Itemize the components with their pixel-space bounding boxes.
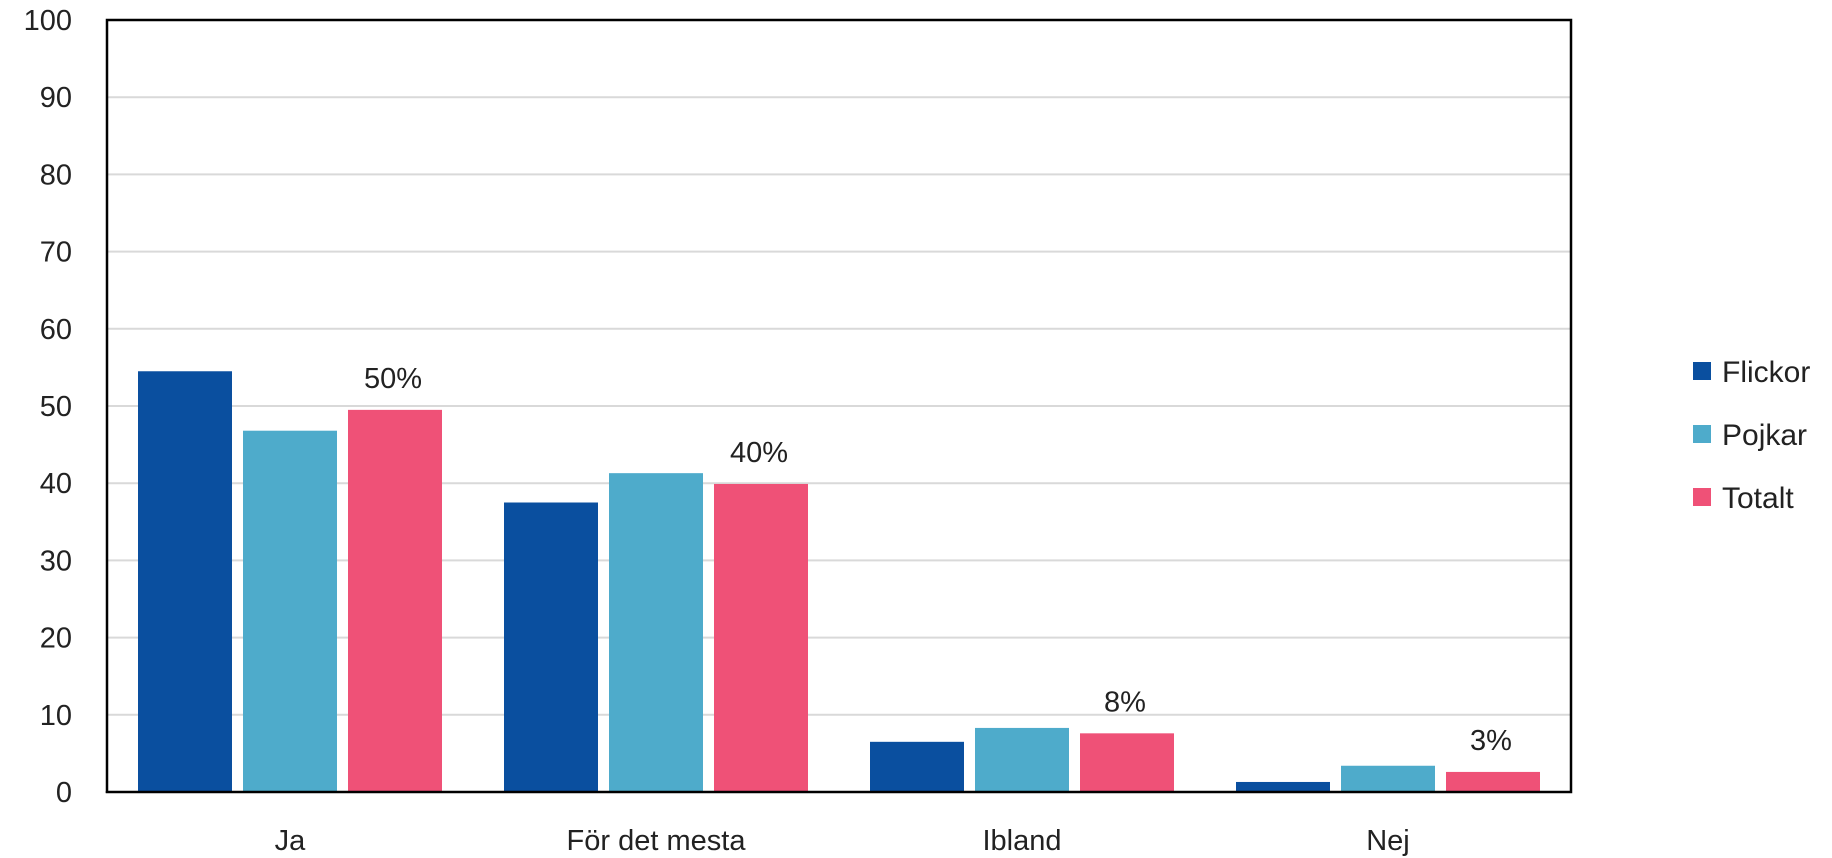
bars <box>138 371 1540 792</box>
x-tick-label: Nej <box>1366 825 1410 857</box>
data-label: 8% <box>1104 686 1146 718</box>
bar-totalt-2 <box>1080 733 1174 792</box>
y-tick-label: 40 <box>40 468 72 500</box>
legend-swatch-totalt <box>1693 488 1711 506</box>
y-tick-label: 70 <box>40 237 72 269</box>
y-tick-label: 30 <box>40 545 72 577</box>
legend-label-pojkar: Pojkar <box>1722 419 1807 452</box>
bar-flickor-2 <box>870 741 964 792</box>
data-label: 40% <box>730 437 788 469</box>
x-tick-label: Ibland <box>982 825 1061 857</box>
plot-frame <box>105 18 1573 794</box>
bar-pojkar-0 <box>243 430 337 792</box>
data-label: 50% <box>364 363 422 395</box>
bar-totalt-3 <box>1446 771 1540 792</box>
y-tick-label: 100 <box>24 5 72 37</box>
y-tick-label: 0 <box>56 777 72 809</box>
y-tick-label: 80 <box>40 159 72 191</box>
data-label: 3% <box>1470 725 1512 757</box>
y-tick-label: 10 <box>40 700 72 732</box>
data-labels: 50% 40% 8% 3% <box>364 363 1512 757</box>
bar-flickor-0 <box>138 371 232 792</box>
x-axis: Ja För det mesta Ibland Nej <box>275 825 1410 857</box>
bar-pojkar-3 <box>1341 765 1435 792</box>
x-tick-label: Ja <box>275 825 307 857</box>
legend-swatch-pojkar <box>1693 425 1711 443</box>
bar-flickor-3 <box>1236 781 1330 792</box>
y-axis: 0 10 20 30 40 50 60 70 80 90 100 <box>24 5 72 809</box>
y-tick-label: 60 <box>40 314 72 346</box>
legend-label-totalt: Totalt <box>1722 482 1794 515</box>
bar-pojkar-2 <box>975 727 1069 792</box>
bar-totalt-0 <box>348 409 442 792</box>
y-tick-label: 20 <box>40 623 72 655</box>
bar-flickor-1 <box>504 502 598 792</box>
bar-totalt-1 <box>714 483 808 792</box>
legend-swatch-flickor <box>1693 362 1711 380</box>
legend: Flickor Pojkar Totalt <box>1693 356 1810 515</box>
bar-pojkar-1 <box>609 473 703 792</box>
legend-label-flickor: Flickor <box>1722 356 1810 389</box>
y-tick-label: 50 <box>40 391 72 423</box>
x-tick-label: För det mesta <box>567 825 747 857</box>
y-tick-label: 90 <box>40 82 72 114</box>
